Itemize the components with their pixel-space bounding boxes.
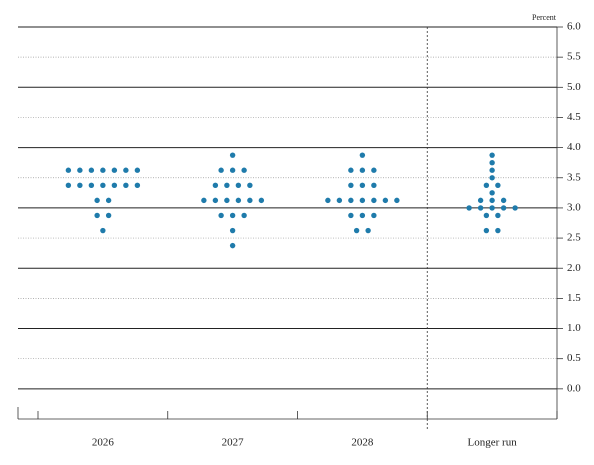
dot <box>477 197 484 204</box>
dot <box>489 197 495 204</box>
x-tick-label: 2028 <box>351 437 374 449</box>
y-tick-label: 4.5 <box>567 111 581 123</box>
dot <box>495 227 501 234</box>
dot <box>100 167 106 173</box>
dot <box>489 159 495 166</box>
dot <box>336 197 343 204</box>
x-tick-label: 2027 <box>222 437 245 449</box>
dot <box>218 212 224 219</box>
y-tick-label: 1.0 <box>567 322 581 334</box>
dot <box>229 227 236 234</box>
dot <box>235 197 242 204</box>
dot <box>229 242 236 249</box>
dot <box>353 227 360 234</box>
dot <box>134 167 141 173</box>
dot <box>359 212 366 219</box>
y-tick-label: 0.0 <box>567 382 581 394</box>
y-tick-label: 6.0 <box>567 21 581 33</box>
dot <box>359 167 366 173</box>
dot <box>371 182 377 189</box>
dot <box>371 167 377 173</box>
dot <box>105 212 112 219</box>
dot <box>229 167 236 173</box>
dot <box>229 212 236 219</box>
dot <box>224 182 230 189</box>
dot <box>477 205 484 211</box>
y-tick-label: 1.5 <box>567 292 581 304</box>
y-tick-label: 3.0 <box>567 201 581 213</box>
y-tick-label: 2.0 <box>567 262 581 274</box>
dot <box>394 197 400 204</box>
dot <box>247 197 253 204</box>
dot <box>348 167 354 173</box>
dot <box>77 182 83 189</box>
dot <box>365 227 371 234</box>
dot <box>325 197 331 204</box>
dot <box>65 182 72 189</box>
dot <box>500 205 507 211</box>
dot <box>105 197 112 204</box>
dot <box>258 197 265 204</box>
dot <box>483 182 490 189</box>
y-axis-label: Percent <box>532 13 557 22</box>
dot <box>212 182 219 189</box>
dot <box>123 167 129 173</box>
dot <box>88 167 95 173</box>
dot <box>489 167 495 173</box>
dot <box>382 197 389 204</box>
dot <box>94 212 100 219</box>
dot <box>111 167 118 173</box>
dot <box>88 182 95 189</box>
dot <box>229 152 236 158</box>
dot <box>123 182 129 189</box>
dot <box>247 182 253 189</box>
y-tick-label: 5.0 <box>567 81 581 93</box>
dot <box>348 212 354 219</box>
dot <box>100 182 106 189</box>
dot <box>348 197 354 204</box>
dot <box>348 182 354 189</box>
y-tick-label: 4.0 <box>567 141 581 153</box>
dot <box>359 182 366 189</box>
dot <box>359 197 366 204</box>
dot <box>512 205 518 211</box>
dot <box>224 197 230 204</box>
dot <box>500 197 507 204</box>
x-tick-label: Longer run <box>468 437 518 449</box>
dot <box>371 212 377 219</box>
dot <box>483 227 490 234</box>
dot <box>241 212 247 219</box>
dot <box>212 197 219 204</box>
dot <box>359 152 366 158</box>
dot <box>77 167 83 173</box>
x-tick-label: 2026 <box>92 437 115 449</box>
dot <box>489 190 495 196</box>
dot <box>489 205 495 211</box>
dot <box>241 167 247 173</box>
dot <box>489 175 495 181</box>
dot <box>94 197 100 204</box>
dot <box>218 167 224 173</box>
dot <box>483 212 490 219</box>
dot <box>466 205 472 211</box>
dot <box>111 182 118 189</box>
dot <box>371 197 377 204</box>
dot <box>65 167 72 173</box>
dot <box>495 182 501 189</box>
dot <box>495 212 501 219</box>
dot <box>100 227 106 234</box>
dot <box>201 197 207 204</box>
y-tick-label: 0.5 <box>567 352 581 364</box>
dot <box>134 182 141 189</box>
y-tick-label: 3.5 <box>567 171 581 183</box>
y-tick-label: 5.5 <box>567 51 581 63</box>
dot <box>235 182 242 189</box>
y-tick-label: 2.5 <box>567 232 581 244</box>
dot <box>489 152 495 158</box>
